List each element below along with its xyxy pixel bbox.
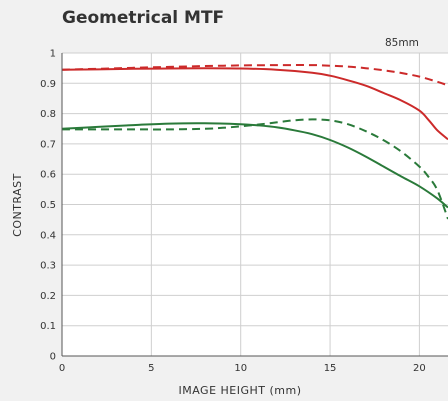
- y-tick-label: 0: [50, 352, 56, 363]
- x-tick-labels: 0 5 10 15 20: [59, 363, 426, 374]
- y-tick-label: 0.3: [40, 261, 56, 272]
- series-lines: [61, 64, 448, 220]
- focal-length-label: 85mm: [385, 37, 419, 49]
- series-line-2: [61, 64, 448, 87]
- x-tick-label: 15: [324, 363, 337, 374]
- x-tick-label: 0: [59, 363, 65, 374]
- y-tick-label: 0.7: [40, 139, 56, 150]
- x-tick-label: 20: [413, 363, 426, 374]
- y-tick-label: 0.8: [40, 109, 56, 120]
- series-line-3: [61, 122, 448, 209]
- y-tick-label: 0.6: [40, 170, 56, 181]
- chart-title: Geometrical MTF: [62, 8, 225, 28]
- y-tick-labels: 0 0.1 0.2 0.3 0.4 0.5 0.6 0.7 0.8 0.9 1: [40, 49, 56, 363]
- y-tick-label: 1: [50, 49, 56, 60]
- y-tick-label: 0.1: [40, 321, 56, 332]
- series-line-1: [61, 67, 448, 141]
- y-axis-label: CONTRAST: [11, 173, 24, 237]
- y-tick-label: 0.9: [40, 79, 56, 90]
- y-tick-label: 0.2: [40, 291, 56, 302]
- x-tick-label: 5: [148, 363, 154, 374]
- x-axis-label: IMAGE HEIGHT (mm): [178, 384, 301, 397]
- y-tick-label: 0.4: [40, 230, 56, 241]
- x-tick-label: 10: [234, 363, 247, 374]
- y-tick-label: 0.5: [40, 200, 56, 211]
- series-line-4: [61, 118, 448, 220]
